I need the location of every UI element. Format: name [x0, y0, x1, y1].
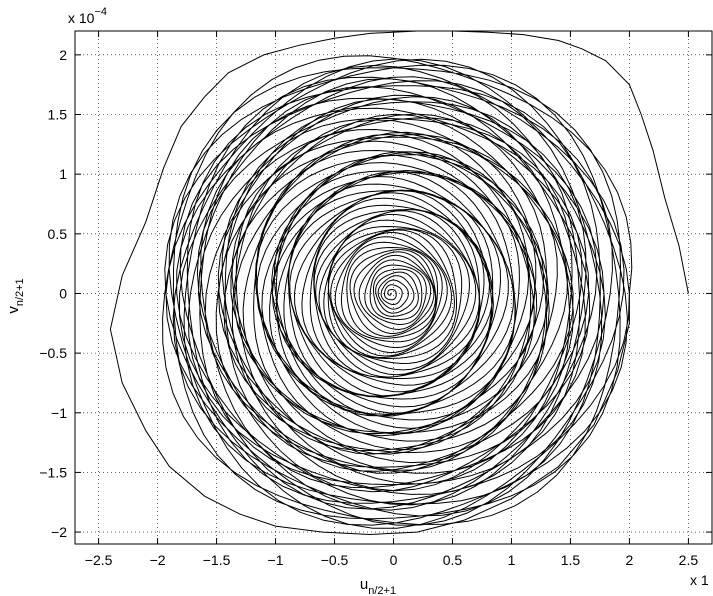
x-tick-label: −2.5	[85, 552, 113, 568]
x-tick-label: 1	[508, 552, 516, 568]
x-tick-label: −2	[150, 552, 166, 568]
x-tick-label: −1.5	[203, 552, 231, 568]
x-tick-label: −1	[268, 552, 284, 568]
y-tick-label: 2	[59, 47, 67, 63]
y-axis-ticks: −2 −1.5 −1 −0.5 0 0.5 1 1.5 2	[39, 47, 712, 540]
y-tick-label: 1.5	[48, 107, 68, 123]
x-tick-label: 1.5	[561, 552, 581, 568]
x-axis-label: un/2+1	[360, 576, 396, 596]
x-tick-label: 0.5	[443, 552, 463, 568]
y-axis-label: vn/2+1	[5, 278, 26, 313]
x-tick-label: 2	[626, 552, 634, 568]
y-tick-label: 1	[59, 166, 67, 182]
y-tick-label: 0.5	[48, 226, 68, 242]
y-tick-label: −1	[51, 405, 67, 421]
y-tick-label: 0	[59, 285, 67, 301]
trajectory-series	[109, 30, 689, 536]
y-tick-label: −1.5	[39, 464, 67, 480]
y-tick-label: −0.5	[39, 345, 67, 361]
x-axis-ticks: −2.5 −2 −1.5 −1 −0.5 0 0.5 1 1.5 2 2.5	[85, 31, 699, 568]
x-axis-multiplier: x 1	[690, 572, 709, 588]
x-tick-label: 0	[390, 552, 398, 568]
y-tick-label: −2	[51, 524, 67, 540]
y-axis-multiplier: x 10−4	[68, 6, 107, 26]
x-tick-label: 2.5	[679, 552, 699, 568]
trajectory-spiral	[162, 55, 633, 529]
x-tick-label: −0.5	[321, 552, 349, 568]
trajectory-outer-envelope	[109, 30, 689, 536]
